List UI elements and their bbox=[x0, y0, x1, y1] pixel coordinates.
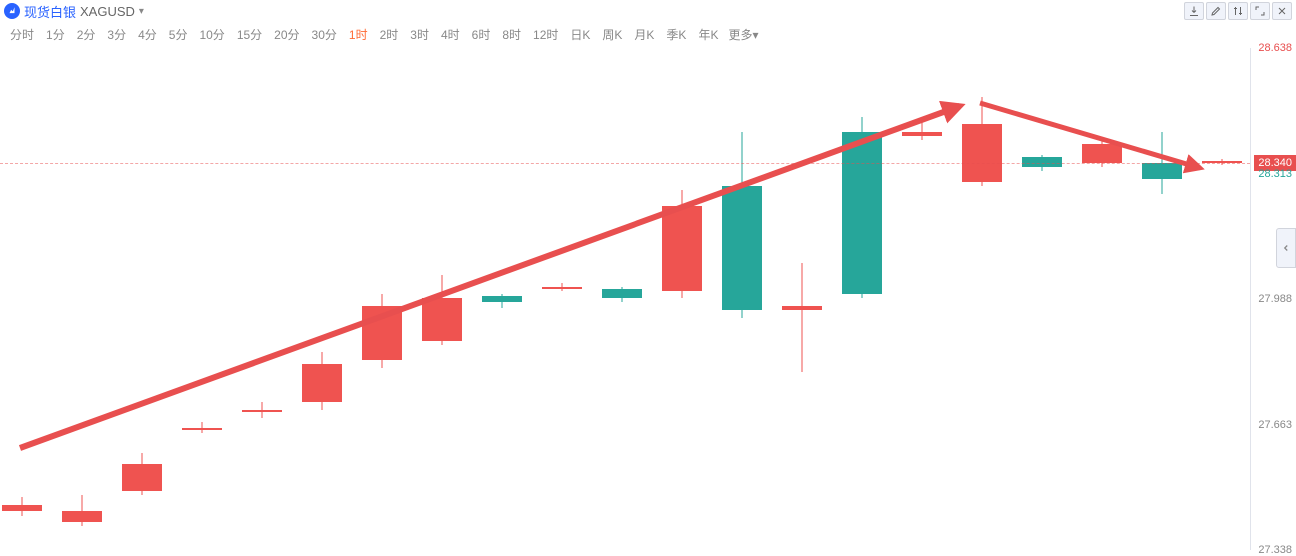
save-layout-button[interactable] bbox=[1184, 2, 1204, 20]
y-axis-label: 27.988 bbox=[1258, 293, 1292, 305]
candle[interactable] bbox=[842, 48, 882, 550]
chart-header: 现货白银 XAGUSD ▾ bbox=[0, 0, 1296, 20]
timeframe-2分[interactable]: 2分 bbox=[71, 26, 102, 43]
timeframe-5分[interactable]: 5分 bbox=[163, 26, 194, 43]
candle[interactable] bbox=[782, 48, 822, 550]
candle[interactable] bbox=[362, 48, 402, 550]
chevron-down-icon[interactable]: ▾ bbox=[139, 6, 144, 17]
timeframe-1分[interactable]: 1分 bbox=[40, 26, 71, 43]
chart-area: 28.63828.34028.31327.98827.66327.338 bbox=[0, 48, 1296, 550]
timeframe-6时[interactable]: 6时 bbox=[466, 26, 497, 43]
timeframe-周K[interactable]: 周K bbox=[596, 26, 628, 43]
logo-icon bbox=[4, 3, 20, 19]
close-button[interactable] bbox=[1272, 2, 1292, 20]
candle[interactable] bbox=[662, 48, 702, 550]
candle[interactable] bbox=[302, 48, 342, 550]
timeframe-30分[interactable]: 30分 bbox=[306, 26, 343, 43]
timeframe-季K[interactable]: 季K bbox=[660, 26, 692, 43]
candle[interactable] bbox=[1202, 48, 1242, 550]
current-price-line bbox=[0, 163, 1250, 164]
toolbar-right bbox=[1184, 2, 1292, 20]
candle[interactable] bbox=[482, 48, 522, 550]
collapse-panel-button[interactable] bbox=[1276, 228, 1296, 268]
timeframe-more[interactable]: 更多▾ bbox=[724, 26, 762, 43]
candle[interactable] bbox=[1082, 48, 1122, 550]
timeframe-月K[interactable]: 月K bbox=[628, 26, 660, 43]
candle[interactable] bbox=[2, 48, 42, 550]
candle[interactable] bbox=[542, 48, 582, 550]
timeframe-年K[interactable]: 年K bbox=[692, 26, 724, 43]
candle[interactable] bbox=[62, 48, 102, 550]
candle[interactable] bbox=[242, 48, 282, 550]
timeframe-10分[interactable]: 10分 bbox=[193, 26, 230, 43]
timeframe-15分[interactable]: 15分 bbox=[231, 26, 268, 43]
y-axis-label: 27.663 bbox=[1258, 419, 1292, 431]
candle[interactable] bbox=[902, 48, 942, 550]
chart-canvas[interactable] bbox=[0, 48, 1250, 550]
candle[interactable] bbox=[182, 48, 222, 550]
timeframe-1时[interactable]: 1时 bbox=[343, 26, 374, 43]
edit-button[interactable] bbox=[1206, 2, 1226, 20]
timeframe-20分[interactable]: 20分 bbox=[268, 26, 305, 43]
timeframe-3分[interactable]: 3分 bbox=[101, 26, 132, 43]
symbol-code[interactable]: XAGUSD bbox=[80, 4, 135, 19]
timeframe-4分[interactable]: 4分 bbox=[132, 26, 163, 43]
candle[interactable] bbox=[602, 48, 642, 550]
y-axis-label: 28.638 bbox=[1258, 42, 1292, 54]
candle[interactable] bbox=[962, 48, 1002, 550]
fullscreen-button[interactable] bbox=[1250, 2, 1270, 20]
timeframe-4时[interactable]: 4时 bbox=[435, 26, 466, 43]
y-axis[interactable]: 28.63828.34028.31327.98827.66327.338 bbox=[1250, 48, 1296, 550]
timeframe-3时[interactable]: 3时 bbox=[404, 26, 435, 43]
y-axis-label: 28.313 bbox=[1258, 168, 1292, 180]
candle[interactable] bbox=[722, 48, 762, 550]
candle[interactable] bbox=[122, 48, 162, 550]
timeframe-selector: 分时1分2分3分4分5分10分15分20分30分1时2时3时4时6时8时12时日… bbox=[0, 20, 1296, 44]
y-axis-label: 27.338 bbox=[1258, 544, 1292, 556]
candle[interactable] bbox=[422, 48, 462, 550]
timeframe-2时[interactable]: 2时 bbox=[374, 26, 405, 43]
candle[interactable] bbox=[1022, 48, 1062, 550]
compare-button[interactable] bbox=[1228, 2, 1248, 20]
symbol-name[interactable]: 现货白银 bbox=[24, 2, 76, 21]
timeframe-日K[interactable]: 日K bbox=[564, 26, 596, 43]
timeframe-8时[interactable]: 8时 bbox=[496, 26, 527, 43]
candle[interactable] bbox=[1142, 48, 1182, 550]
timeframe-12时[interactable]: 12时 bbox=[527, 26, 564, 43]
timeframe-分时[interactable]: 分时 bbox=[4, 26, 40, 43]
